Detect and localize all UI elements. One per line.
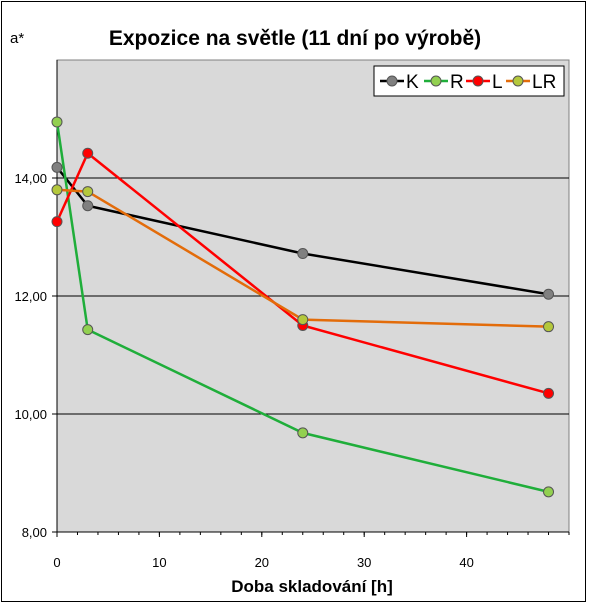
- y-tick-label: 12,00: [14, 289, 47, 304]
- legend-swatch-marker: [512, 75, 524, 87]
- data-point-lr: [51, 184, 63, 196]
- plot-area: 8,00 10,00 12,00 14,00 0 10 20 30 40 K R L LR: [14, 59, 570, 570]
- legend-label-k: K: [406, 72, 419, 93]
- data-point-r: [51, 116, 63, 128]
- x-tick-label: 30: [357, 555, 371, 570]
- data-point-l: [51, 216, 63, 228]
- x-tick-label: 0: [53, 555, 60, 570]
- chart-title: Expozice na světle (11 dní po výrobě): [109, 27, 481, 50]
- series-line-l: [55, 151, 549, 395]
- y-tick-label: 14,00: [14, 171, 47, 186]
- x-tick-label: 40: [459, 555, 473, 570]
- data-point-r: [297, 427, 309, 439]
- data-point-k: [51, 161, 63, 173]
- x-tick-label: 10: [152, 555, 166, 570]
- data-point-r: [543, 486, 555, 498]
- legend-swatch-marker: [430, 75, 442, 87]
- y-tick-label: 8,00: [22, 525, 47, 540]
- data-point-r: [82, 324, 94, 336]
- legend-label-l: L: [492, 72, 503, 93]
- x-tick-label: 20: [255, 555, 269, 570]
- series-line-r: [55, 121, 549, 494]
- legend-swatch-marker: [386, 75, 398, 87]
- x-axis-label: Doba skladování [h]: [231, 577, 393, 596]
- legend-label-r: R: [450, 72, 464, 93]
- legend-label-lr: LR: [532, 72, 556, 93]
- y-axis-label: a*: [10, 30, 24, 47]
- data-point-k: [543, 288, 555, 300]
- legend-swatch-marker: [472, 75, 484, 87]
- data-point-lr: [297, 314, 309, 326]
- data-point-l: [543, 387, 555, 399]
- data-point-l: [82, 147, 94, 159]
- data-point-lr: [82, 186, 94, 198]
- data-point-k: [297, 248, 309, 260]
- data-point-k: [82, 200, 94, 212]
- data-point-lr: [543, 321, 555, 333]
- series-line-lr: [56, 188, 549, 328]
- y-tick-label: 10,00: [14, 407, 47, 422]
